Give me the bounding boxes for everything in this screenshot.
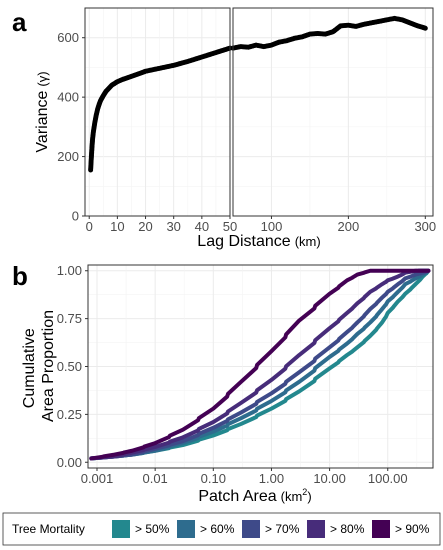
panel-b-y-tick-label: 0.75 [57, 311, 82, 326]
panel-a-x-axis-title-text: Lag Distance [197, 233, 290, 250]
panel-a-facet-1: 0 10 20 30 40 50 [84, 7, 237, 234]
legend-swatch [112, 520, 130, 538]
legend-title: Tree Mortality [12, 522, 85, 536]
panel-b-y-axis-title-line-2: Area Proportion [40, 310, 57, 422]
panel-b-y-tick-label: 1.00 [57, 263, 82, 278]
panel-a-y-axis-title: Variance (γ) [34, 71, 51, 152]
panel-b-y-ticks: 0.00 0.25 0.50 0.75 1.00 [57, 263, 88, 470]
legend-label: > 60% [200, 522, 235, 536]
legend-swatch [242, 520, 260, 538]
panel-a-facet-2: 100 200 300 [230, 7, 436, 234]
panel-a-x-tick-label: 40 [195, 219, 209, 234]
panel-a: a 0 10 20 30 40 50 100 200 300 0 200 400 600 Varia… [12, 7, 436, 250]
legend-label: > 90% [395, 522, 430, 536]
panel-a-facet-2-x-ticks: 100 200 300 [261, 216, 436, 234]
panel-a-y-tick-label: 600 [57, 30, 79, 45]
panel-b-x-axis-unit: (km [281, 489, 303, 504]
legend-label: > 70% [265, 522, 300, 536]
panel-b-x-tick-label: 1.00 [259, 471, 284, 486]
panel-a-x-tick-label: 300 [414, 219, 436, 234]
panel-a-point [422, 25, 428, 31]
panel-a-x-tick-label: 50 [223, 219, 237, 234]
panel-a-y-tick-label: 400 [57, 90, 79, 105]
panel-a-x-axis-unit: (km) [295, 234, 321, 249]
panel-a-x-tick-label: 30 [166, 219, 180, 234]
panel-b-series-line [89, 268, 431, 461]
panel-a-x-tick-label: 200 [338, 219, 360, 234]
panel-b-series-line [89, 268, 431, 461]
panel-b-x-ticks: 0.001 0.01 0.10 1.00 10.00 100.00 [81, 468, 408, 486]
panel-a-facet-2-background [233, 8, 433, 216]
legend-box [2, 512, 441, 546]
legend-swatch [372, 520, 390, 538]
panel-a-x-axis-title: Lag Distance (km) [197, 233, 320, 250]
panel-b-x-axis-title-text: Patch Area [198, 488, 276, 505]
panel-a-facet-1-background [85, 8, 230, 216]
panel-a-y-axis-symbol: (γ) [35, 71, 50, 86]
panel-b-label: b [12, 261, 28, 291]
panel-a-facet-1-x-ticks: 0 10 20 30 40 50 [86, 216, 237, 234]
legend-items: > 50% > 60% > 70% > 80% > 90% [112, 520, 430, 538]
panel-a-y-ticks: 0 200 400 600 [57, 30, 85, 224]
panel-b-y-tick-label: 0.50 [57, 359, 82, 374]
panel-b-x-tick-label: 10.00 [313, 471, 346, 486]
panel-a-facet-2-points [230, 15, 428, 51]
legend-swatch [177, 520, 195, 538]
panel-a-x-tick-label: 100 [261, 219, 283, 234]
panel-a-facet-1-frame [84, 7, 231, 217]
panel-a-x-tick-label: 20 [138, 219, 152, 234]
panel-a-facet-1-points [88, 45, 233, 173]
legend-label: > 50% [135, 522, 170, 536]
panel-a-x-tick-label: 0 [86, 219, 93, 234]
panel-b-x-tick-label: 100.00 [368, 471, 408, 486]
panel-a-y-axis-title-text: Variance [34, 91, 51, 153]
panel-b: b 0.001 0.01 0.10 1.00 10.00 100.00 0.000.250… [12, 261, 434, 505]
panel-b-y-tick-label: 0.25 [57, 407, 82, 422]
panel-b-x-axis-title: Patch Area (km2) [198, 487, 311, 505]
panel-b-x-tick-label: 0.10 [201, 471, 226, 486]
panel-b-y-tick-label: 0.00 [57, 455, 82, 470]
panel-b-series-lines [89, 268, 431, 461]
panel-a-y-tick-label: 200 [57, 149, 79, 164]
panel-b-x-axis-unit-end: ) [307, 489, 311, 504]
panel-b-y-axis-title-line-1: Cumulative [21, 328, 38, 408]
legend: Tree Mortality > 50% > 60% > 70% > 80% > 90% [2, 512, 441, 546]
panel-a-label: a [12, 7, 27, 37]
legend-swatch [307, 520, 325, 538]
panel-b-x-tick-label: 0.01 [142, 471, 167, 486]
panel-b-x-axis-unit-superscript: 2 [302, 487, 307, 497]
legend-label: > 80% [330, 522, 365, 536]
panel-b-x-tick-label: 0.001 [81, 471, 114, 486]
panel-a-facet-2-frame [232, 7, 434, 217]
panel-a-x-tick-label: 10 [110, 219, 124, 234]
panel-a-y-tick-label: 0 [72, 209, 79, 224]
panel-b-y-axis-title: Cumulative Area Proportion [21, 310, 57, 422]
